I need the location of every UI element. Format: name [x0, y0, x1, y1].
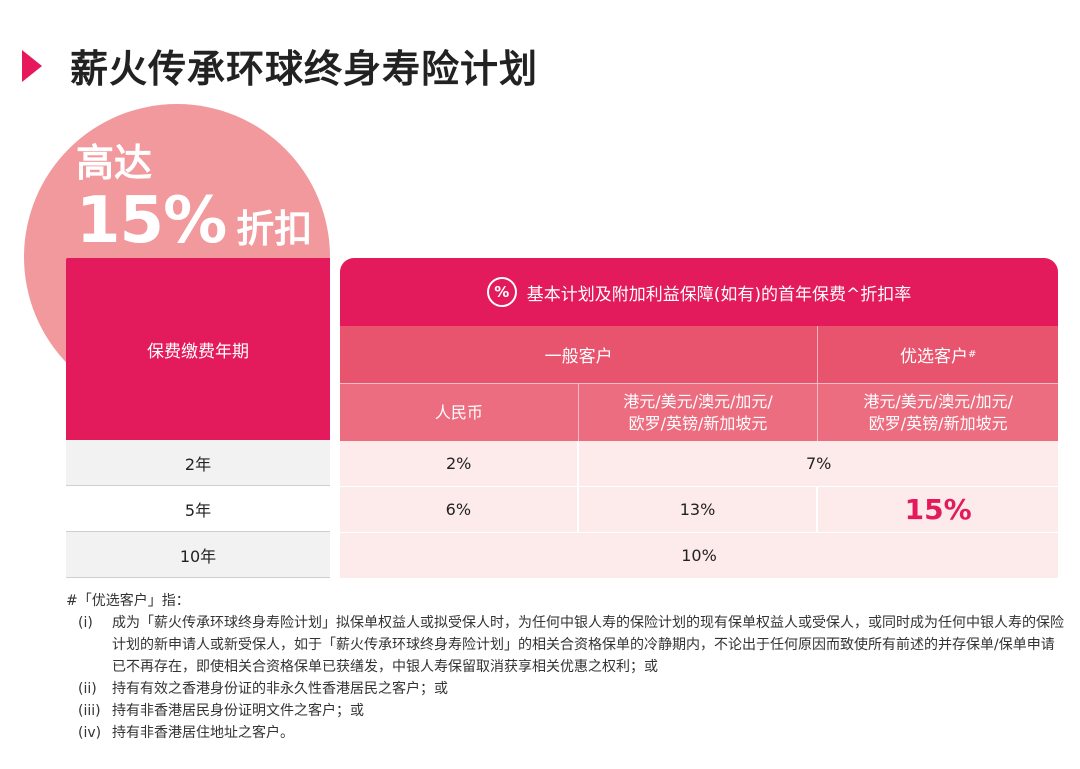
discount-rate-header-text: 基本计划及附加利益保障(如有)的首年保费^折扣率 — [526, 284, 912, 305]
footnote-item: (i) 成为「薪火传承环球终身寿险计划」拟保单权益人或拟受保人时，为任何中银人寿… — [66, 612, 1066, 678]
footnote-text: 成为「薪火传承环球终身寿险计划」拟保单权益人或拟受保人时，为任何中银人寿的保险计… — [112, 615, 1064, 675]
group-preferred-label: 优选客户 — [899, 347, 968, 367]
col-fx-general-line2: 欧罗/英镑/新加坡元 — [628, 413, 768, 433]
payment-term-header: 保费缴费年期 — [66, 258, 330, 440]
footnote-text: 持有非香港居民身份证明文件之客户；或 — [112, 703, 364, 719]
discount-rate-table: % 基本计划及附加利益保障(如有)的首年保费^折扣率 一般客户 优选客户 # 人民… — [340, 258, 1059, 579]
cell-5y-fx: 13% — [579, 487, 819, 532]
triangle-marker-icon — [22, 49, 42, 82]
footnote-text: 持有非香港居住地址之客户。 — [112, 725, 294, 741]
cell-5y-rmb: 6% — [340, 487, 579, 532]
page-title-row: 薪火传承环球终身寿险计划 — [22, 38, 538, 93]
cell-2y-merged: 7% — [805, 454, 832, 473]
promo-discount-label: 折扣 — [236, 207, 313, 251]
table-row: 2% 7% — [340, 441, 1058, 487]
promo-line1: 高达 — [76, 141, 153, 185]
col-fx-general-header: 港元/美元/澳元/加元/ 欧罗/英镑/新加坡元 — [578, 383, 819, 441]
cell-5y-preferred: 15% — [904, 493, 972, 526]
preferred-footnote-mark: # — [967, 349, 977, 360]
footnotes: #「优选客户」指： (i) 成为「薪火传承环球终身寿险计划」拟保单权益人或拟受保… — [66, 590, 1066, 744]
table-row: 6% 13% 15% — [340, 487, 1058, 533]
footnote-number: (i) — [78, 615, 93, 631]
cell-2y-rmb: 2% — [340, 441, 580, 486]
footnote-item: (iv) 持有非香港居住地址之客户。 — [66, 722, 1066, 744]
table-row: 10% — [340, 533, 1058, 579]
col-fx-preferred-line1: 港元/美元/澳元/加元/ — [863, 391, 1013, 411]
col-fx-general-line1: 港元/美元/澳元/加元/ — [623, 391, 773, 411]
term-row-10y: 10年 — [66, 532, 330, 578]
footnote-number: (ii) — [78, 681, 97, 697]
promo-line2: 15% 折扣 — [76, 186, 312, 256]
cell-10y-merged: 10% — [681, 546, 717, 565]
footnote-heading: #「优选客户」指： — [66, 593, 190, 609]
footnote-item: (ii) 持有有效之香港身份证的非永久性香港居民之客户；或 — [66, 678, 1066, 700]
percent-icon: % — [486, 277, 517, 307]
footnote-text: 持有有效之香港身份证的非永久性香港居民之客户；或 — [112, 681, 448, 697]
promo-percent: 15% — [76, 184, 227, 258]
discount-rate-header: % 基本计划及附加利益保障(如有)的首年保费^折扣率 — [340, 258, 1058, 326]
term-row-2y: 2年 — [66, 440, 330, 486]
group-preferred-header: 优选客户 # — [818, 326, 1058, 383]
col-fx-preferred-line2: 欧罗/英镑/新加坡元 — [868, 413, 1008, 433]
col-fx-preferred-header: 港元/美元/澳元/加元/ 欧罗/英镑/新加坡元 — [818, 383, 1059, 441]
page-title: 薪火传承环球终身寿险计划 — [70, 47, 539, 91]
footnote-item: (iii) 持有非香港居民身份证明文件之客户；或 — [66, 700, 1066, 722]
promo-badge: 高达 15% 折扣 — [76, 140, 312, 256]
term-row-5y: 5年 — [66, 486, 330, 532]
col-rmb-header: 人民币 — [340, 383, 579, 441]
footnote-number: (iii) — [78, 703, 101, 719]
group-general-header: 一般客户 — [340, 326, 819, 383]
footnote-number: (iv) — [78, 725, 102, 741]
payment-term-column: 保费缴费年期 2年 5年 10年 — [66, 258, 330, 578]
